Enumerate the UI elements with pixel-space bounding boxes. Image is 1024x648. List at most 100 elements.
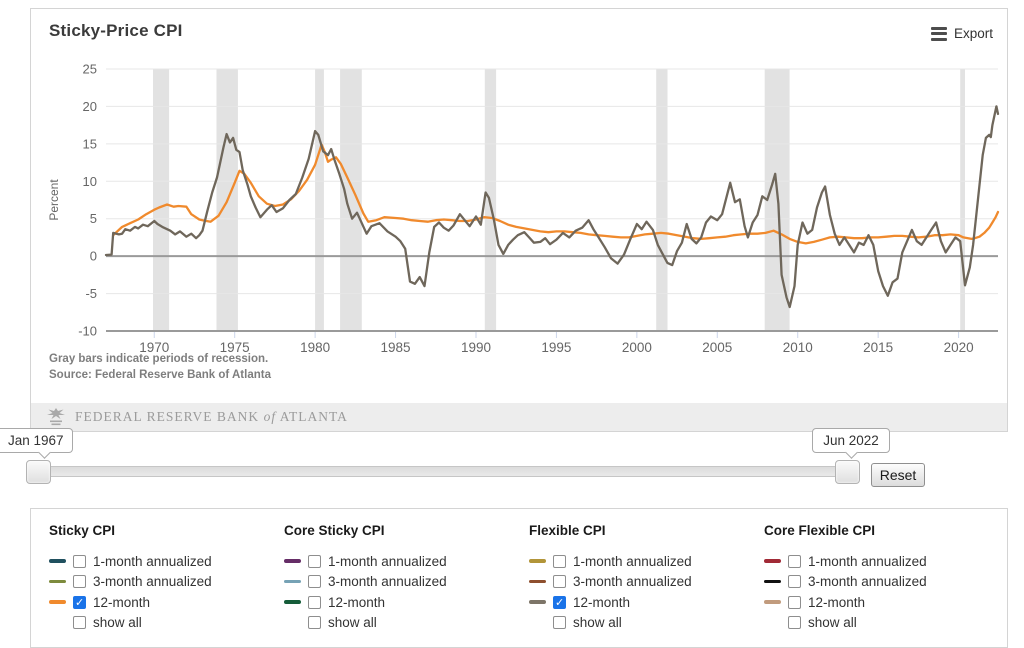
checkbox-sticky-cpi-3-month-annualized[interactable] (73, 575, 86, 588)
legend-group-title: Core Sticky CPI (284, 523, 385, 538)
legend-item-sticky-cpi-3-month-annualized: 3-month annualized (49, 572, 212, 592)
checkbox-flexible-cpi-show-all[interactable] (553, 616, 566, 629)
x-axis-tick-label: 1975 (220, 340, 250, 355)
x-axis-tick-label: 2000 (622, 340, 652, 355)
series-color-swatch (49, 559, 66, 563)
reset-button[interactable]: Reset (871, 463, 925, 487)
legend-item-core-sticky-cpi-1-month-annualized: 1-month annualized (284, 551, 447, 571)
recession-note: Gray bars indicate periods of recession. (49, 353, 269, 365)
legend-item-label: 12-month (573, 594, 631, 610)
legend-item-sticky-cpi-12-month: 12-month (49, 592, 150, 612)
y-axis-title: Percent (47, 179, 61, 221)
recession-band (340, 69, 362, 331)
legend-item-sticky-cpi-show-all: show all (49, 613, 142, 633)
series-color-swatch (529, 559, 546, 563)
range-start-tooltip: Jan 1967 (0, 428, 73, 459)
series-color-swatch (764, 559, 781, 563)
swatch-spacer (764, 621, 781, 625)
atlanta-fed-logo-text: FEDERAL RESERVE BANK of ATLANTA (75, 409, 348, 424)
series-color-swatch (49, 600, 66, 604)
legend-item-label: 1-month annualized (93, 553, 212, 569)
source-note: Source: Federal Reserve Bank of Atlanta (49, 369, 271, 381)
legend-item-label: 3-month annualized (328, 574, 447, 589)
checkbox-flexible-cpi-3-month-annualized[interactable] (553, 575, 566, 588)
legend-item-label: show all (93, 615, 142, 630)
x-axis-tick-label: 1995 (541, 340, 571, 355)
legend-item-label: 12-month (93, 594, 151, 610)
date-range-slider-track[interactable] (26, 466, 858, 477)
atlanta-fed-logo-strip: FEDERAL RESERVE BANK of ATLANTA (31, 403, 1007, 431)
legend-item-flexible-cpi-1-month-annualized: 1-month annualized (529, 551, 692, 571)
swatch-spacer (284, 621, 301, 625)
legend-group-title: Sticky CPI (49, 523, 116, 538)
checkbox-core-sticky-cpi-1-month-annualized[interactable] (308, 554, 321, 568)
export-menu-icon (930, 26, 947, 41)
chart-notes: Gray bars indicate periods of recession.… (49, 351, 271, 383)
checkbox-core-flexible-cpi-3-month-annualized[interactable] (788, 575, 801, 588)
series-color-swatch (529, 579, 546, 584)
slider-handle-start[interactable] (26, 460, 51, 484)
checkbox-core-sticky-cpi-12-month[interactable] (308, 595, 321, 609)
recession-band (153, 69, 170, 331)
recession-band (315, 69, 324, 331)
legend-item-label: 3-month annualized (808, 574, 927, 589)
legend-item-flexible-cpi-12-month: 12-month (529, 592, 630, 612)
range-end-tooltip: Jun 2022 (812, 428, 890, 459)
x-axis-tick-label: 2020 (944, 340, 974, 355)
legend-item-core-flexible-cpi-12-month: 12-month (764, 592, 865, 612)
legend-item-flexible-cpi-3-month-annualized: 3-month annualized (529, 572, 692, 592)
export-label: Export (953, 26, 993, 41)
checkbox-flexible-cpi-1-month-annualized[interactable] (553, 554, 566, 568)
swatch-spacer (49, 621, 66, 625)
legend-item-label: 3-month annualized (93, 574, 212, 589)
legend-item-core-flexible-cpi-3-month-annualized: 3-month annualized (764, 572, 927, 592)
export-button[interactable]: Export (930, 26, 993, 41)
legend-item-label: show all (573, 615, 622, 630)
x-axis-tick-label: 1990 (461, 340, 491, 355)
legend-item-label: 12-month (808, 594, 866, 610)
legend-item-core-sticky-cpi-show-all: show all (284, 613, 377, 633)
series-color-swatch (284, 600, 301, 604)
x-axis-tick-label: 1970 (139, 340, 169, 355)
series-color-swatch (284, 579, 301, 584)
series-line-flexible-cpi-12-month (104, 105, 1000, 309)
checkbox-sticky-cpi-12-month[interactable] (73, 595, 86, 609)
legend-group-title: Core Flexible CPI (764, 523, 876, 538)
atlanta-fed-eagle-icon (47, 408, 65, 426)
tooltip-pointer (845, 446, 858, 459)
legend-item-label: 1-month annualized (573, 553, 692, 569)
y-axis-tick-label: 20 (83, 99, 97, 114)
checkbox-core-sticky-cpi-show-all[interactable] (308, 616, 321, 629)
legend-group-title: Flexible CPI (529, 523, 606, 538)
y-axis-tick-label: -10 (78, 324, 97, 339)
checkbox-core-flexible-cpi-12-month[interactable] (788, 595, 801, 609)
legend-item-label: show all (808, 615, 857, 630)
legend-item-label: show all (328, 615, 377, 630)
x-axis-tick-label: 2010 (783, 340, 813, 355)
slider-handle-end[interactable] (835, 460, 860, 484)
legend-item-label: 1-month annualized (808, 553, 927, 569)
chart-panel: Sticky-Price CPI Export 25 20 15 10 5 0 -5 -10 1… (30, 8, 1008, 432)
recession-band (960, 69, 965, 331)
y-axis-tick-label: 15 (83, 136, 97, 151)
checkbox-core-flexible-cpi-show-all[interactable] (788, 616, 801, 629)
legend-item-label: 12-month (328, 594, 386, 610)
legend-item-label: 1-month annualized (328, 553, 447, 569)
checkbox-core-flexible-cpi-1-month-annualized[interactable] (788, 554, 801, 568)
series-color-swatch (284, 559, 301, 563)
checkbox-sticky-cpi-show-all[interactable] (73, 616, 86, 629)
y-axis-tick-label: -5 (85, 286, 97, 301)
series-legend-panel: Sticky CPI 1-month annualized 3-month annu… (30, 508, 1008, 648)
chart-title: Sticky-Price CPI (49, 21, 183, 40)
legend-item-core-flexible-cpi-show-all: show all (764, 613, 857, 633)
checkbox-sticky-cpi-1-month-annualized[interactable] (73, 554, 86, 568)
legend-item-sticky-cpi-1-month-annualized: 1-month annualized (49, 551, 212, 571)
legend-item-core-sticky-cpi-3-month-annualized: 3-month annualized (284, 572, 447, 592)
series-color-swatch (49, 579, 66, 584)
y-axis-tick-label: 0 (90, 249, 97, 264)
checkbox-core-sticky-cpi-3-month-annualized[interactable] (308, 575, 321, 588)
checkbox-flexible-cpi-12-month[interactable] (553, 595, 566, 609)
x-axis-tick-label: 2015 (863, 340, 893, 355)
